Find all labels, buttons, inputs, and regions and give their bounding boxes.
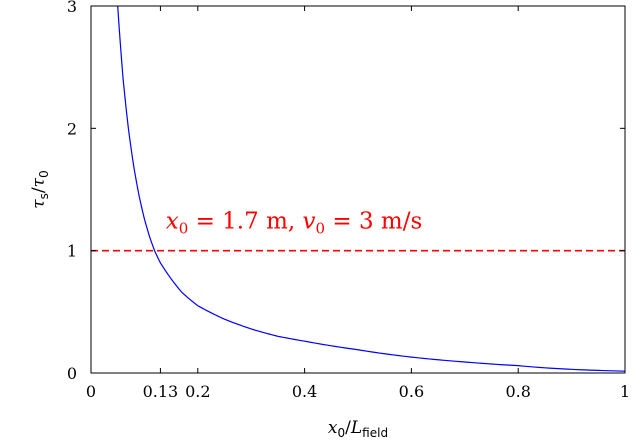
y-tick-label: 2 [67, 119, 77, 138]
y-axis-title-separator: / [29, 187, 49, 193]
x-axis-title-symbol: x [328, 418, 338, 438]
y-axis-title-denominator-subscript: 0 [37, 170, 51, 178]
x-tick-label: 0.8 [505, 382, 530, 401]
y-axis-title-subscript: s [37, 193, 51, 199]
annotation-x0-subscript: 0 [179, 220, 189, 238]
series-line [117, 5, 626, 372]
x-tick-label: 0.13 [143, 382, 179, 401]
y-axis-title-denominator: τ [29, 177, 49, 187]
y-axis-title-symbol: τ [29, 199, 49, 209]
x-tick-label: 1 [620, 382, 630, 401]
x-axis-title-subscript: 0 [338, 426, 346, 440]
x-tick-label: 0.2 [185, 382, 210, 401]
x-axis-title-separator: / [345, 418, 351, 438]
plot-frame [90, 5, 626, 374]
annotation-v0-subscript: 0 [316, 220, 326, 238]
annotation-x0-value: = 1.7 m, [188, 209, 302, 235]
y-tick-label: 0 [67, 364, 77, 383]
annotation-v0-value: = 3 m/s [325, 209, 422, 235]
annotation: x0 = 1.7 m, v0 = 3 m/s [166, 209, 423, 238]
x-axis-title-denominator-subscript: field [362, 426, 388, 440]
x-tick-label: 0.4 [292, 382, 317, 401]
series-layer [91, 5, 626, 372]
y-tick-label: 3 [67, 0, 77, 16]
x-axis-title-denominator: L [350, 418, 362, 438]
x-axis-title: x0/Lfield [328, 418, 388, 440]
annotation-v0-symbol: v [303, 209, 316, 235]
y-tick-label: 1 [67, 242, 77, 261]
x-tick-label: 0.6 [399, 382, 424, 401]
annotation-x0-symbol: x [166, 209, 179, 235]
x-tick-label: 0 [86, 382, 96, 401]
y-axis-title: τs/τ0 [29, 170, 51, 208]
ticks-layer: 0 0.13 0.2 0.4 0.6 0.8 1 0 1 2 3 [67, 0, 630, 401]
